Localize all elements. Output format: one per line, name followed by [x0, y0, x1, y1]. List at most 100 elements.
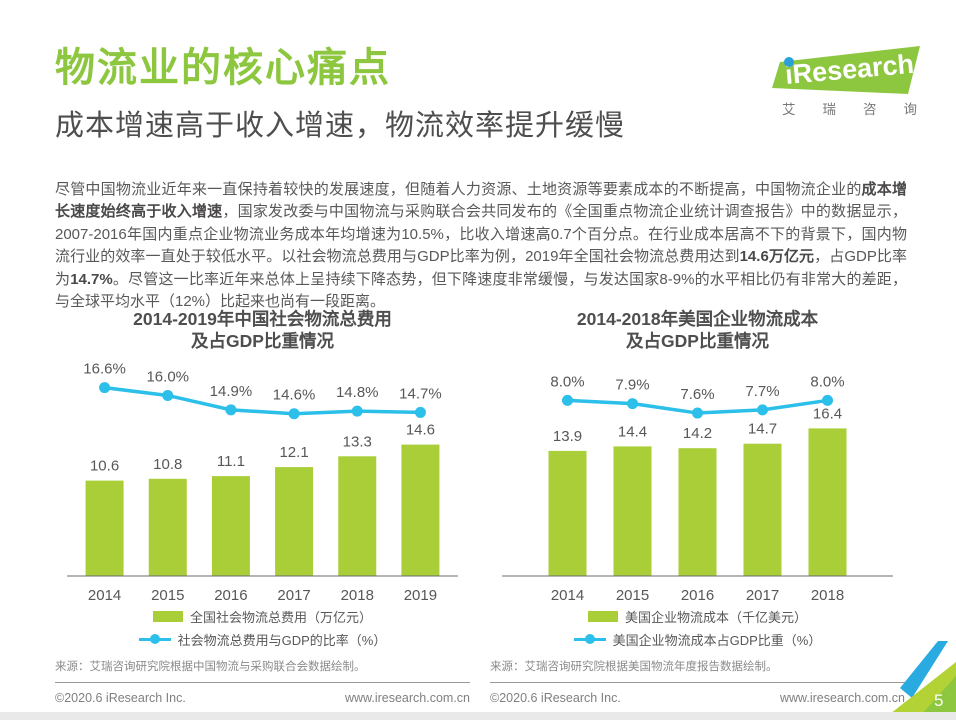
us-logistics-chart: 13.9 2014 14.4 2015 14.2 2016 14.7 2017 16.4 2018…	[502, 373, 893, 604]
x-axis-tick: 2014	[551, 587, 584, 604]
x-axis-tick: 2018	[341, 587, 374, 604]
highlighted-text: 14.6万亿元	[739, 248, 815, 266]
line-dot	[99, 382, 111, 394]
china-chart-source: 来源：艾瑞咨询研究院根据中国物流与采购联合会数据绘制。	[55, 661, 366, 673]
bar	[85, 480, 124, 576]
x-axis-tick: 2018	[811, 587, 844, 604]
bar	[338, 456, 377, 576]
bar-value-label: 13.3	[343, 433, 372, 450]
bar	[401, 444, 440, 576]
bar-swatch-icon	[152, 610, 183, 622]
text-segment: 尽管中国物流业近年来一直保持着较快的发展速度，但随着人力资源、土地资源等要素成本…	[55, 181, 862, 198]
copyright-text: ©2020.6 iResearch Inc.	[55, 691, 186, 705]
percent-label: 14.9%	[210, 383, 253, 400]
x-axis-tick: 2014	[88, 587, 121, 604]
line-marker-icon	[573, 637, 606, 641]
percent-label: 8.0%	[810, 373, 844, 390]
trend-line	[102, 385, 423, 416]
page-number: 5	[934, 691, 943, 710]
text-segment: ，占GDP比率为	[55, 248, 907, 288]
china-chart-legend: 全国社会物流总费用（万亿元） 社会物流总费用与GDP的比率（%）	[55, 608, 470, 648]
percent-label: 14.6%	[273, 387, 316, 404]
bar	[275, 467, 314, 576]
percent-label: 7.9%	[615, 377, 649, 394]
legend-row: 美国企业物流成本（千亿美元）	[587, 608, 807, 625]
bar	[678, 448, 717, 576]
bar	[613, 446, 652, 576]
bar	[548, 450, 587, 576]
bar-value-label: 10.6	[90, 458, 119, 475]
us-chart-legend: 美国企业物流成本（千亿美元） 美国企业物流成本占GDP比重（%）	[490, 608, 905, 648]
logo-brand-cn: 艾瑞咨询	[782, 102, 944, 117]
column-footer: ©2020.6 iResearch Inc. www.iresearch.com…	[490, 691, 905, 705]
website-link[interactable]: www.iresearch.com.cn	[344, 691, 470, 705]
bar-value-label: 16.4	[813, 405, 842, 422]
china-logistics-chart: 10.6 2014 10.8 2015 11.1 2016 12.1 2017 13.3 2018…	[67, 361, 458, 604]
page-subtitle: 成本增速高于收入增速，物流效率提升缓慢	[55, 110, 626, 142]
x-axis-tick: 2015	[151, 587, 184, 604]
copyright-text: ©2020.6 iResearch Inc.	[490, 691, 621, 705]
body-paragraph: 尽管中国物流业近年来一直保持着较快的发展速度，但随着人力资源、土地资源等要素成本…	[55, 179, 907, 313]
line-dot	[757, 404, 768, 416]
logo-banner-shape	[772, 46, 920, 94]
legend-row: 社会物流总费用与GDP的比率（%）	[138, 631, 387, 648]
highlighted-text: 14.7%	[70, 270, 113, 288]
line-dot	[414, 406, 426, 418]
percent-label: 16.6%	[83, 361, 126, 378]
page-title: 物流业的核心痛点	[55, 46, 391, 90]
bar	[148, 478, 187, 576]
line-dot	[351, 405, 363, 417]
legend-label: 社会物流总费用与GDP的比率（%）	[177, 632, 387, 648]
x-axis-tick: 2016	[214, 587, 247, 604]
highlighted-text: 成本增长速度始终高于收入增速	[55, 181, 907, 221]
percent-label: 7.6%	[680, 386, 714, 403]
website-link[interactable]: www.iresearch.com.cn	[779, 691, 905, 705]
us-chart-section: 2014-2018年美国企业物流成本 及占GDP比重情况 13.9 2014 14.…	[490, 306, 905, 705]
percent-label: 7.7%	[745, 383, 779, 400]
iresearch-logo-banner: iResearch	[772, 46, 920, 94]
china-chart-section: 2014-2019年中国社会物流总费用 及占GDP比重情况 10.6 2014 10…	[55, 306, 470, 705]
logo-i-dot-icon	[784, 57, 794, 67]
line-dot	[692, 407, 703, 419]
text-segment: 。尽管这一比率近年来总体上呈持续下降态势，但下降速度非常缓慢，与发达国家8-9%…	[55, 270, 907, 311]
line-dot	[162, 389, 174, 401]
line-dot	[627, 398, 638, 410]
bar-value-label: 13.9	[553, 428, 582, 445]
bar-value-label: 14.4	[618, 423, 647, 440]
x-axis-tick: 2019	[404, 587, 437, 604]
bar-swatch-icon	[587, 610, 618, 622]
bar-value-label: 12.1	[279, 444, 308, 461]
x-axis-tick: 2017	[746, 587, 779, 604]
legend-label: 美国企业物流成本（千亿美元）	[624, 609, 807, 625]
legend-row: 美国企业物流成本占GDP比重（%）	[573, 631, 822, 648]
percent-label: 8.0%	[550, 373, 584, 390]
x-axis-tick: 2015	[616, 587, 649, 604]
iresearch-logo: iResearch 艾瑞咨询	[768, 42, 944, 122]
bar-value-label: 14.2	[683, 425, 712, 442]
legend-row: 全国社会物流总费用（万亿元）	[152, 608, 372, 625]
line-dot	[288, 408, 300, 420]
bar	[808, 428, 847, 576]
x-axis-tick: 2016	[681, 587, 714, 604]
percent-label: 16.0%	[146, 368, 189, 385]
corner-blue-ribbon-icon	[900, 641, 948, 698]
percent-label: 14.8%	[336, 384, 379, 401]
bar	[743, 443, 782, 576]
footer-divider	[55, 682, 470, 683]
corner-decoration: 5	[890, 641, 956, 714]
line-dot	[822, 394, 833, 406]
bar-value-label: 14.6	[406, 422, 435, 439]
corner-green-overlay-icon	[922, 676, 956, 714]
bar	[211, 476, 250, 576]
line-marker-icon	[138, 637, 171, 641]
china-chart-title: 2014-2019年中国社会物流总费用 及占GDP比重情况	[133, 309, 392, 351]
bottom-strip	[0, 712, 956, 720]
text-segment: ，国家发改委与中国物流与采购联合会共同发布的《全国重点物流企业统计调查报告》中的…	[55, 203, 907, 266]
column-footer: ©2020.6 iResearch Inc. www.iresearch.com…	[55, 691, 470, 705]
legend-label: 全国社会物流总费用（万亿元）	[189, 609, 372, 625]
legend-label: 美国企业物流成本占GDP比重（%）	[612, 632, 822, 648]
line-dot	[225, 404, 237, 416]
footer-divider	[490, 682, 905, 683]
us-chart-source: 来源：艾瑞咨询研究院根据美国物流年度报告数据绘制。	[490, 661, 778, 673]
